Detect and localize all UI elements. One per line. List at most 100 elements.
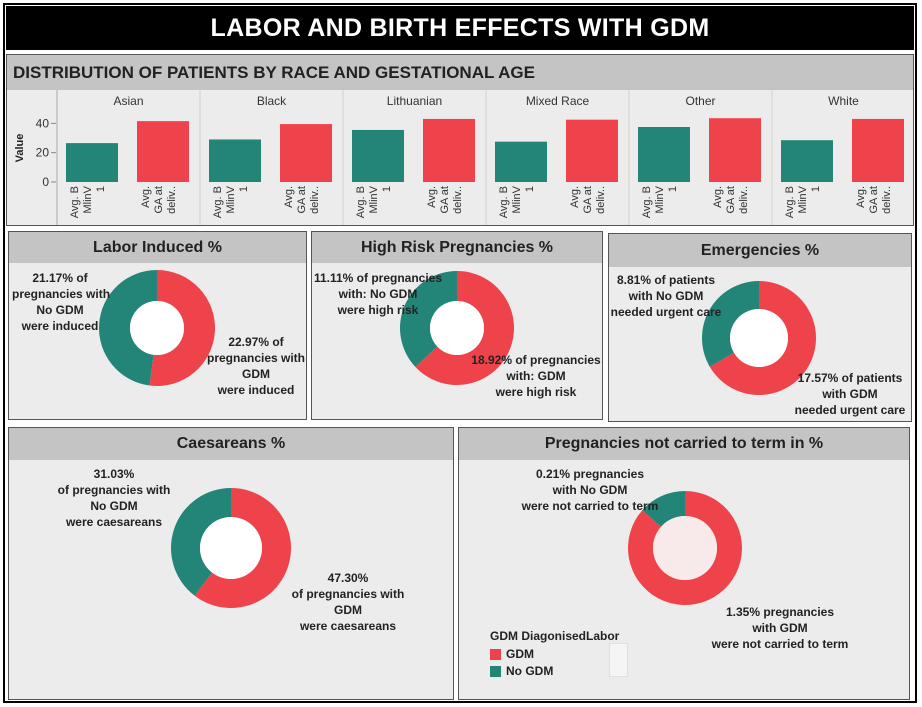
emerg-no-gdm-note: 8.81% of patients with No GDM needed urg…: [604, 272, 728, 320]
note-line: 8.81% of patients: [616, 273, 716, 287]
x-tick-label: Avg.: [712, 186, 724, 208]
note-line: needed urgent care: [610, 305, 722, 319]
note-line: No GDM: [90, 499, 138, 513]
x-tick-label: GA at: [153, 186, 165, 214]
emerg-gdm-note: 17.57% of patients with GDM needed urgen…: [790, 370, 910, 418]
x-tick-label: GA at: [439, 186, 451, 214]
note-line: with GDM: [822, 387, 878, 401]
legend-item-no-gdm[interactable]: No GDM: [490, 664, 553, 678]
note-line: with No GDM: [552, 483, 628, 497]
note-line: 18.92% of pregnancies: [471, 353, 601, 367]
y-tick-label: 20: [36, 146, 50, 160]
note-line: 31.03%: [93, 467, 135, 481]
x-tick-label: MlinV: [368, 185, 380, 213]
bar[interactable]: [137, 121, 189, 182]
note-line: were caesareans: [299, 619, 397, 633]
x-tick-label: GA at: [725, 186, 737, 214]
note-line: were caesareans: [65, 515, 163, 529]
bar-chart-panel: DISTRIBUTION OF PATIENTS BY RACE AND GES…: [6, 54, 914, 226]
x-tick-label: deliv..: [166, 186, 178, 214]
note-line: were induced: [217, 383, 295, 397]
legend-swatch-no-gdm: [490, 665, 501, 677]
x-tick-label: 1: [810, 186, 822, 192]
bar-chart-title: DISTRIBUTION OF PATIENTS BY RACE AND GES…: [7, 55, 913, 90]
x-tick-label: deliv..: [452, 186, 464, 214]
note-line: 21.17% of: [32, 271, 88, 285]
x-tick-label: Avg. B: [498, 186, 510, 218]
group-label: Other: [685, 94, 715, 108]
labor-induced-title: Labor Induced %: [9, 232, 306, 263]
y-tick-label: 40: [36, 116, 50, 130]
bar[interactable]: [209, 139, 261, 182]
note-line: pregnancies with: [206, 351, 306, 365]
x-tick-label: 1: [667, 186, 679, 192]
x-tick-label: GA at: [868, 186, 880, 214]
x-tick-label: Avg. B: [641, 186, 653, 218]
note-line: with: No GDM: [338, 287, 418, 301]
x-tick-label: 1: [238, 186, 250, 192]
x-tick-label: MlinV: [797, 185, 809, 213]
note-line: with GDM: [752, 621, 808, 635]
x-tick-label: GA at: [582, 186, 594, 214]
caes-gdm-note: 47.30% of pregnancies with GDM were caes…: [288, 570, 408, 634]
note-line: of pregnancies with: [57, 483, 171, 497]
caesareans-title: Caesareans %: [9, 428, 453, 460]
note-line: 1.35% pregnancies: [725, 605, 835, 619]
x-tick-label: Avg.: [140, 186, 152, 208]
bar[interactable]: [280, 124, 332, 182]
x-tick-label: 1: [524, 186, 536, 192]
group-label: Black: [257, 94, 287, 108]
x-tick-label: Avg.: [855, 186, 867, 208]
legend-placeholder-box: [609, 643, 628, 677]
note-line: pregnancies with: [12, 287, 111, 301]
bar[interactable]: [352, 129, 404, 182]
risk-no-gdm-note: 11.11% of pregnancies with: No GDM were …: [308, 270, 448, 318]
legend-title: GDM DiagonisedLabor: [490, 629, 620, 643]
note-line: with No GDM: [628, 289, 704, 303]
note-line: were high risk: [337, 303, 419, 317]
legend-swatch-gdm: [490, 648, 501, 660]
x-tick-label: 1: [381, 186, 393, 192]
note-line: of pregnancies with: [291, 587, 405, 601]
y-axis-label: Value: [14, 134, 26, 163]
x-tick-label: GA at: [296, 186, 308, 214]
bar[interactable]: [566, 119, 618, 182]
bar[interactable]: [638, 127, 690, 182]
x-tick-label: Avg.: [426, 186, 438, 208]
note-line: GDM: [242, 367, 270, 381]
bar[interactable]: [423, 118, 475, 182]
bar[interactable]: [781, 140, 833, 182]
x-tick-label: deliv..: [309, 186, 321, 214]
x-tick-label: MlinV: [225, 185, 237, 213]
risk-gdm-note: 18.92% of pregnancies with: GDM were hig…: [466, 352, 606, 400]
group-label: Lithuanian: [387, 94, 442, 108]
bar[interactable]: [852, 118, 904, 182]
x-tick-label: Avg.: [283, 186, 295, 208]
bar[interactable]: [709, 118, 761, 182]
note-line: 47.30%: [327, 571, 369, 585]
x-tick-label: Avg. B: [355, 186, 367, 218]
x-tick-label: MlinV: [82, 185, 94, 213]
note-line: 0.21% pregnancies: [535, 467, 645, 481]
x-tick-label: deliv..: [738, 186, 750, 214]
labor-gdm-note: 22.97% of pregnancies with GDM were indu…: [200, 334, 312, 398]
note-line: were high risk: [495, 385, 577, 399]
note-line: with: GDM: [506, 369, 566, 383]
emergencies-title: Emergencies %: [609, 234, 911, 267]
bar[interactable]: [495, 141, 547, 182]
term-gdm-note: 1.35% pregnancies with GDM were not carr…: [700, 604, 860, 652]
x-tick-label: deliv..: [595, 186, 607, 214]
note-line: GDM: [334, 603, 362, 617]
high-risk-title: High Risk Pregnancies %: [312, 232, 602, 263]
legend-item-gdm[interactable]: GDM: [490, 647, 534, 661]
group-label: Asian: [113, 94, 143, 108]
bar[interactable]: [66, 143, 118, 182]
note-line: 17.57% of patients: [797, 371, 903, 385]
x-tick-label: 1: [95, 186, 107, 192]
x-tick-label: Avg. B: [69, 186, 81, 218]
legend-label-no-gdm: No GDM: [506, 664, 554, 678]
x-tick-label: Avg. B: [212, 186, 224, 218]
note-line: were not carried to term: [711, 637, 849, 651]
legend-label-gdm: GDM: [506, 647, 534, 661]
